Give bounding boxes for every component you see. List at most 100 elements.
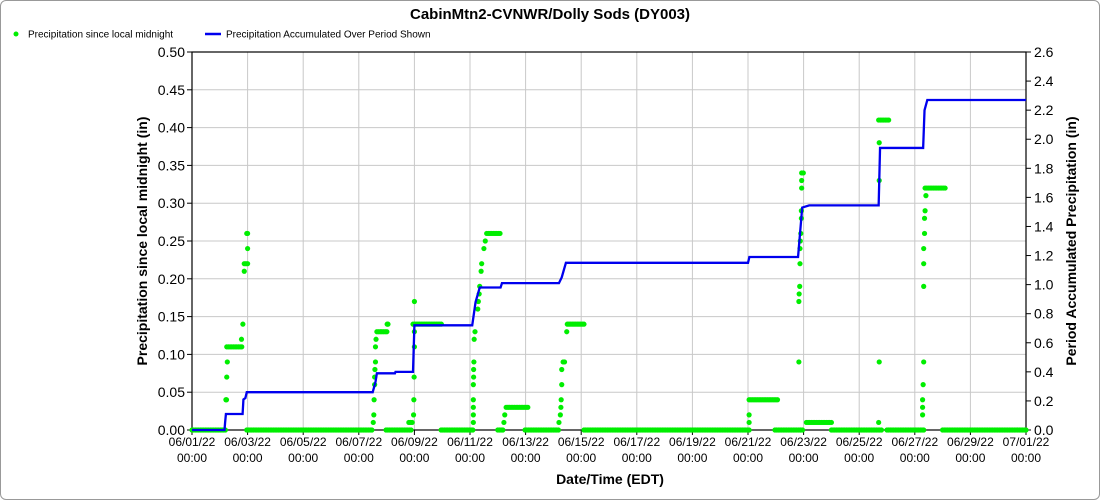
y-right-tick-label: 1.2 — [1034, 248, 1054, 264]
y-left-tick-label: 0.25 — [158, 233, 185, 249]
y-right-tick-label: 0.8 — [1034, 306, 1054, 322]
precip-midnight-point — [408, 427, 414, 433]
precip-midnight-point — [555, 427, 562, 433]
precip-midnight-point — [471, 374, 477, 380]
precip-midnight-point — [942, 185, 948, 191]
x-tick-label-date: 06/17/22 — [613, 435, 660, 449]
precip-midnight-point — [921, 230, 928, 237]
x-tick-label-time: 00:00 — [789, 451, 819, 465]
y-axis-left-label: Precipitation since local midnight (in) — [134, 117, 150, 366]
precip-midnight-point — [921, 261, 927, 267]
precip-midnight-point — [411, 298, 417, 305]
precip-midnight-point — [240, 321, 246, 327]
precip-midnight-point — [564, 329, 570, 335]
precip-midnight-point — [558, 404, 564, 410]
precip-midnight-point — [556, 419, 562, 426]
x-tick-label-time: 00:00 — [1011, 451, 1041, 465]
precip-midnight-point — [886, 117, 892, 123]
precip-midnight-point — [921, 359, 927, 365]
y-right-tick-label: 0.2 — [1034, 393, 1054, 409]
x-tick-label-time: 00:00 — [344, 451, 374, 465]
y-right-tick-label: 0.0 — [1034, 422, 1054, 438]
precip-midnight-point — [557, 412, 563, 418]
precip-midnight-point — [799, 427, 806, 433]
y-right-tick-label: 1.0 — [1034, 277, 1054, 293]
precip-midnight-point — [384, 321, 390, 327]
y-left-tick-label: 0.35 — [158, 157, 185, 173]
x-tick-label-time: 00:00 — [733, 451, 763, 465]
x-tick-label-time: 00:00 — [955, 451, 985, 465]
precip-midnight-point — [372, 344, 379, 350]
precip-midnight-point — [774, 397, 781, 403]
precip-midnight-point — [497, 230, 503, 237]
precip-midnight-point — [800, 170, 806, 176]
x-tick-label-date: 06/29/22 — [947, 435, 994, 449]
precip-midnight-point — [411, 374, 417, 380]
x-tick-label-time: 00:00 — [399, 451, 429, 465]
legend-label-accumulated: Precipitation Accumulated Over Period Sh… — [226, 30, 431, 41]
y-right-tick-label: 0.6 — [1034, 335, 1054, 351]
legend-green-dot-icon — [13, 31, 19, 37]
legend-label-precip-midnight: Precipitation since local midnight — [28, 30, 173, 41]
precip-midnight-point — [581, 321, 587, 327]
x-tick-label-date: 07/01/22 — [1003, 435, 1050, 449]
precip-midnight-point — [239, 344, 245, 350]
precip-midnight-point — [372, 366, 378, 373]
precip-midnight-point — [828, 419, 835, 426]
precip-midnight-point — [244, 230, 250, 237]
x-tick-label-date: 06/23/22 — [780, 435, 827, 449]
y-right-tick-label: 1.6 — [1034, 189, 1054, 205]
precip-midnight-point — [919, 412, 926, 418]
x-tick-label-time: 00:00 — [233, 451, 263, 465]
precip-midnight-point — [796, 291, 802, 297]
y-left-tick-label: 0.15 — [158, 309, 185, 325]
precip-midnight-point — [478, 268, 484, 274]
precip-midnight-point — [920, 382, 926, 388]
precip-midnight-point — [224, 359, 230, 365]
precip-midnight-point — [245, 261, 251, 267]
precip-midnight-point — [238, 336, 245, 342]
precip-midnight-point — [746, 419, 752, 426]
y-right-tick-label: 1.8 — [1034, 160, 1054, 176]
precip-midnight-point — [797, 283, 803, 289]
precip-midnight-point — [372, 359, 379, 365]
x-tick-label-time: 00:00 — [177, 451, 207, 465]
precip-midnight-point — [471, 366, 477, 373]
precip-midnight-point — [475, 306, 481, 312]
precip-midnight-point — [876, 140, 882, 146]
x-tick-label-time: 00:00 — [455, 451, 485, 465]
precip-midnight-point — [921, 283, 927, 289]
y-right-tick-label: 1.4 — [1034, 218, 1054, 234]
x-tick-label-date: 06/13/22 — [502, 435, 549, 449]
precip-midnight-point — [876, 359, 882, 365]
precip-midnight-point — [373, 336, 379, 342]
y-left-tick-label: 0.00 — [158, 422, 185, 438]
precip-midnight-point — [559, 366, 565, 373]
precip-midnight-point — [471, 359, 477, 365]
precip-midnight-point — [500, 427, 506, 433]
precip-midnight-point — [558, 397, 564, 403]
y-left-tick-label: 0.30 — [158, 195, 185, 211]
precip-midnight-point — [561, 359, 568, 365]
x-tick-label-date: 06/27/22 — [891, 435, 938, 449]
precip-midnight-point — [470, 382, 476, 388]
x-tick-label-time: 00:00 — [288, 451, 318, 465]
y-right-tick-label: 2.0 — [1034, 131, 1054, 147]
precip-midnight-point — [746, 427, 752, 433]
y-right-tick-label: 2.4 — [1034, 73, 1054, 89]
precip-midnight-point — [919, 397, 926, 403]
precip-midnight-point — [472, 329, 478, 335]
precip-midnight-point — [223, 397, 230, 403]
precip-midnight-point — [799, 177, 805, 184]
precip-midnight-point — [921, 427, 927, 433]
precip-midnight-point — [921, 215, 928, 221]
precip-midnight-point — [923, 193, 929, 199]
precip-midnight-point — [384, 329, 390, 335]
precip-midnight-point — [1023, 427, 1029, 433]
x-tick-label-time: 00:00 — [900, 451, 930, 465]
x-tick-label-date: 06/05/22 — [280, 435, 327, 449]
y-left-tick-label: 0.10 — [158, 346, 185, 362]
precip-midnight-point — [245, 245, 251, 252]
x-axis-label: Date/Time (EDT) — [556, 471, 664, 487]
